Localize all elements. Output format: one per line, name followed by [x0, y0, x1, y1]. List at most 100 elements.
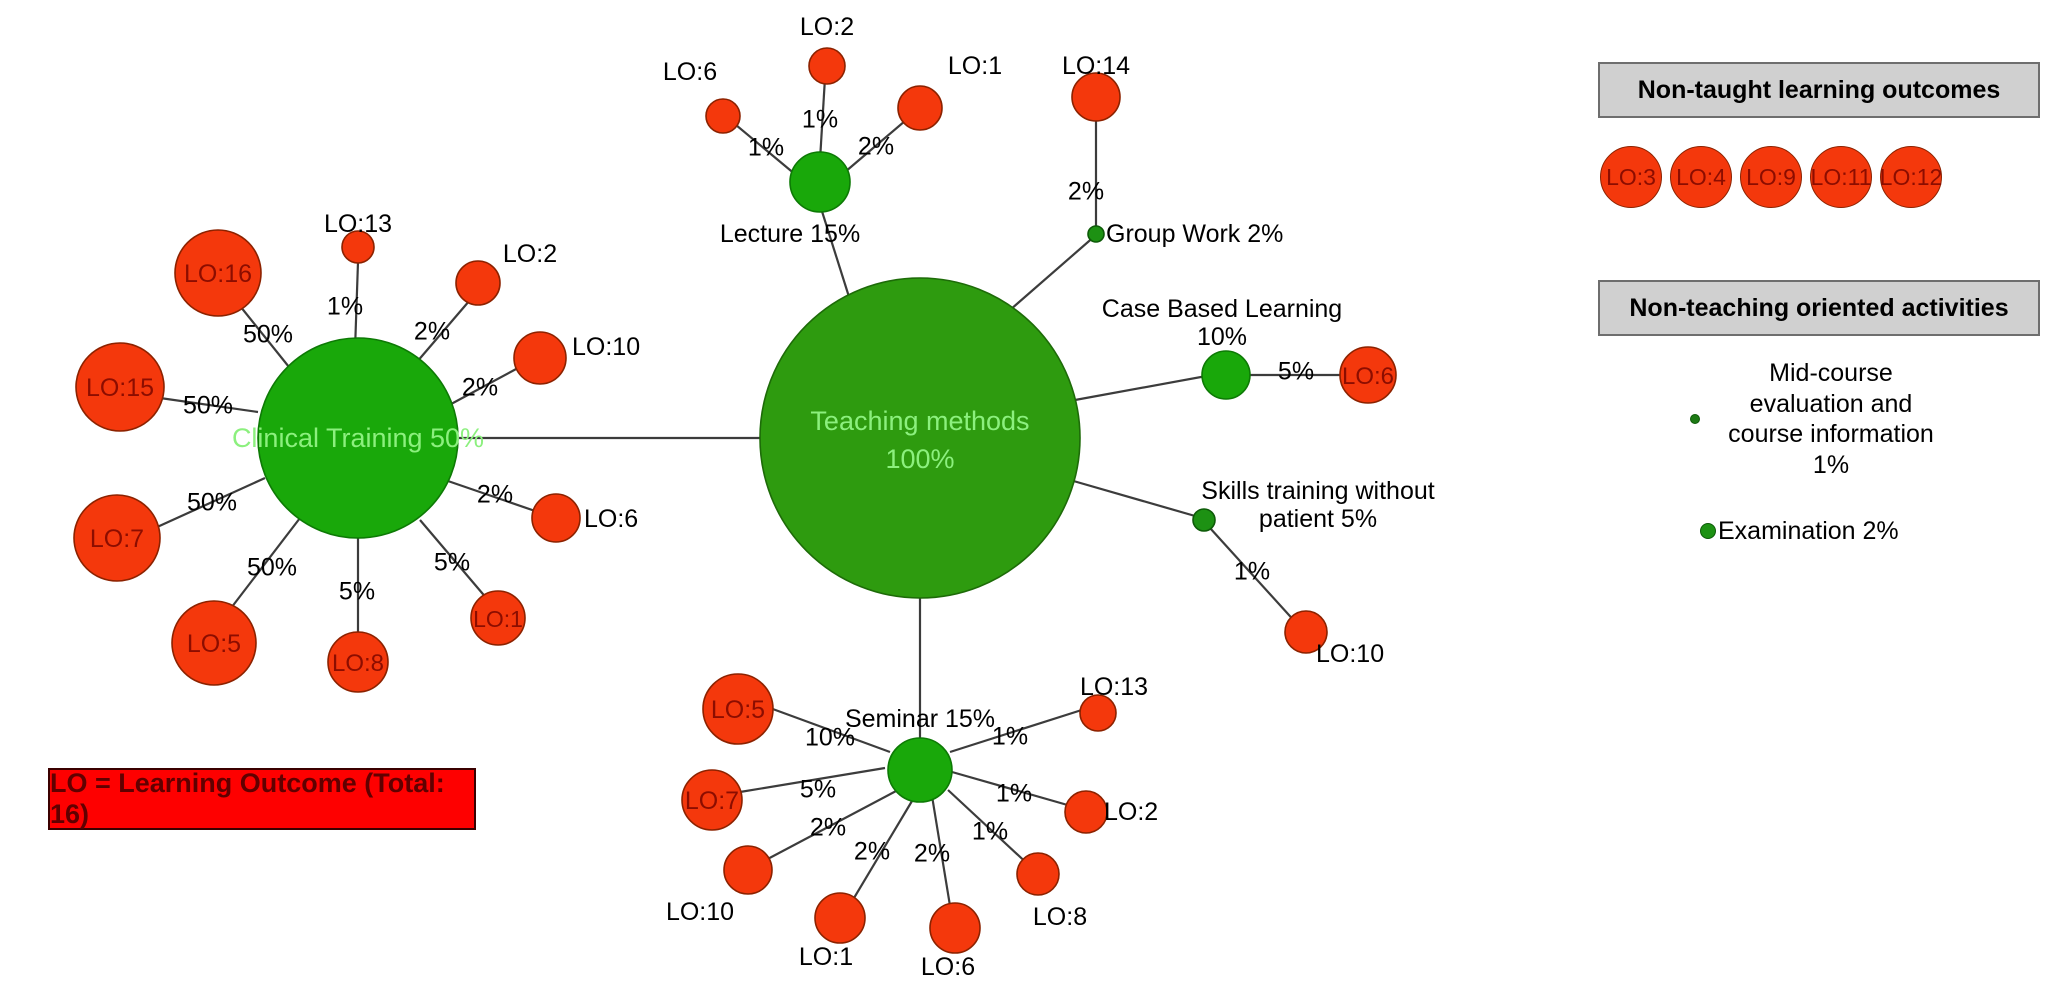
hub-inner-text: Teaching methods 100% Clinical Training …: [232, 406, 1030, 474]
chip-lo11[interactable]: LO:11: [1810, 146, 1872, 208]
pct-sem-lo7: 5%: [799, 775, 837, 804]
edge-seminar-lo8: [947, 789, 1033, 869]
node-sem-lo13[interactable]: [1079, 694, 1117, 732]
node-skills-training[interactable]: [1192, 508, 1216, 532]
node-ct-lo16[interactable]: [174, 229, 262, 317]
node-sk-lo10[interactable]: [1284, 610, 1328, 654]
center-label-line1: Teaching methods: [810, 406, 1029, 436]
edge-clinical-lo7: [154, 476, 266, 530]
node-group-work[interactable]: [1087, 225, 1105, 243]
node-lec-lo1[interactable]: [897, 85, 943, 131]
pct-ct-lo15: 50%: [182, 391, 234, 420]
label-sem-lo8: LO:8: [1032, 903, 1088, 931]
edge-clinical-lo2: [409, 299, 471, 371]
pct-sem-lo1: 2%: [853, 837, 891, 866]
node-lec-lo6[interactable]: [705, 98, 741, 134]
node-ct-lo15[interactable]: [75, 342, 165, 432]
pct-sem-lo13: 1%: [991, 722, 1029, 751]
edge-clinical-lo10: [439, 367, 519, 411]
label-sem-lo6: LO:6: [920, 953, 976, 981]
activity-midcourse[interactable]: Mid-course evaluation and course informa…: [1690, 358, 1970, 480]
ct-lo15-inner: LO:15: [86, 374, 154, 402]
label-sem-lo1: LO:1: [798, 943, 854, 971]
lo-legend-box: LO = Learning Outcome (Total: 16): [48, 768, 476, 830]
chip-lo3[interactable]: LO:3: [1600, 146, 1662, 208]
node-seminar[interactable]: [887, 737, 953, 803]
pct-ct-lo5: 50%: [246, 553, 298, 582]
node-ct-lo1[interactable]: [470, 590, 526, 646]
ct-lo16-inner: LO:16: [184, 260, 252, 288]
node-ct-lo10[interactable]: [513, 331, 567, 385]
label-sk-lo10: LO:10: [1316, 640, 1385, 668]
pct-ct-lo8: 5%: [338, 577, 376, 606]
node-sem-lo5[interactable]: [702, 673, 774, 745]
label-lec-lo1: LO:1: [947, 52, 1003, 80]
pct-lec-lo6: 1%: [747, 133, 785, 162]
node-ct-lo5[interactable]: [171, 600, 257, 686]
node-sem-lo10[interactable]: [723, 845, 773, 895]
pct-ct-lo16: 50%: [242, 320, 294, 349]
node-lec-lo2[interactable]: [808, 47, 846, 85]
edge-lecture-lo6: [729, 119, 797, 176]
label-ct-lo10: LO:10: [572, 333, 641, 361]
node-sem-lo8[interactable]: [1016, 852, 1060, 896]
edges-layer: [154, 77, 1340, 919]
pct-sem-lo5: 10%: [804, 723, 856, 752]
ct-lo1-inner: LO:1: [473, 606, 523, 632]
edge-seminar-lo2: [951, 770, 1079, 810]
node-teaching-methods[interactable]: [759, 277, 1081, 599]
edge-clinical-lo5: [227, 517, 301, 613]
pct-sem-lo8: 1%: [971, 817, 1009, 846]
label-seminar-hub: Seminar 15%: [844, 705, 996, 733]
node-gw-lo14[interactable]: [1071, 72, 1121, 122]
pct-ct-lo1: 5%: [433, 548, 471, 577]
midcourse-line3: course information: [1728, 420, 1934, 448]
edge-seminar-lo10: [761, 789, 899, 863]
pct-sem-lo10: 2%: [809, 813, 847, 842]
pct-lec-lo2: 1%: [801, 105, 839, 134]
node-sem-lo7[interactable]: [681, 769, 743, 831]
ct-lo8-inner: LO:8: [332, 650, 384, 677]
label-ct-lo2: LO:2: [502, 240, 558, 268]
node-case-based-learning[interactable]: [1201, 350, 1251, 400]
label-cbl-hub-line1: Case Based Learning: [1101, 295, 1343, 323]
edge-seminar-lo6: [930, 795, 954, 919]
chip-lo4[interactable]: LO:4: [1670, 146, 1732, 208]
node-cbl-lo6[interactable]: [1339, 346, 1397, 404]
sem-lo7-inner: LO:7: [685, 787, 739, 815]
node-sem-lo1[interactable]: [814, 892, 866, 944]
label-gw-lo14: LO:14: [1061, 52, 1131, 80]
pct-sem-lo6: 2%: [913, 839, 951, 868]
node-ct-lo8[interactable]: [327, 631, 389, 693]
pct-ct-lo13: 1%: [326, 292, 364, 321]
edge-lecture-lo1: [844, 114, 913, 173]
node-ct-lo2[interactable]: [455, 260, 501, 306]
edge-teaching-to-cbl: [1074, 373, 1213, 402]
pct-sk-lo10: 1%: [1233, 557, 1271, 586]
edge-seminar-lo5: [769, 706, 891, 754]
activity-examination[interactable]: Examination 2%: [1700, 516, 1899, 547]
label-cbl-hub-line2: 10%: [1196, 323, 1248, 351]
node-ct-lo7[interactable]: [73, 494, 161, 582]
node-clinical-training[interactable]: [257, 337, 459, 539]
label-sem-lo2: LO:2: [1104, 798, 1159, 826]
ct-lo7-inner: LO:7: [90, 525, 144, 553]
label-ct-lo13: LO:13: [323, 210, 393, 238]
node-sem-lo6[interactable]: [929, 902, 981, 954]
pct-ct-lo7: 50%: [186, 488, 238, 517]
node-sem-lo2[interactable]: [1064, 790, 1108, 834]
node-ct-lo6[interactable]: [531, 493, 581, 543]
edge-teaching-to-groupwork: [1009, 234, 1097, 311]
midcourse-dot-icon: [1690, 414, 1700, 424]
cbl-lo6-inner: LO:6: [1342, 363, 1394, 390]
examination-label: Examination 2%: [1718, 517, 1899, 545]
label-skills-hub-line1: Skills training without: [1201, 477, 1435, 505]
node-ct-lo13[interactable]: [341, 230, 375, 264]
node-lecture[interactable]: [789, 151, 851, 213]
chip-lo12[interactable]: LO:12: [1880, 146, 1942, 208]
pct-gw-lo14: 2%: [1067, 177, 1105, 206]
pct-ct-lo2: 2%: [413, 317, 451, 346]
chip-lo9[interactable]: LO:9: [1740, 146, 1802, 208]
